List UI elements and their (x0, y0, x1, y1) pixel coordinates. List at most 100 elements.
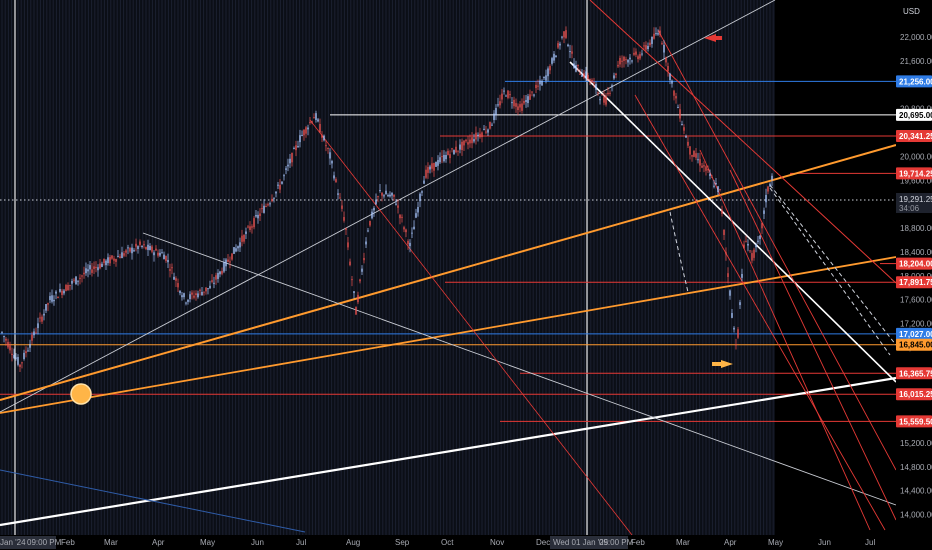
candle-body (733, 327, 735, 330)
candle-body (33, 331, 35, 336)
candle-body (285, 168, 287, 170)
candle-body (123, 253, 125, 256)
candle-body (699, 159, 701, 166)
candle-body (257, 214, 259, 219)
candle-body (215, 275, 217, 280)
candle-body (229, 261, 231, 263)
candle-body (727, 273, 729, 277)
candle-body (341, 205, 343, 209)
candle-body (119, 256, 121, 259)
candle-body (599, 99, 601, 101)
candle-body (283, 175, 285, 177)
candle-body (305, 127, 307, 134)
plot-area[interactable] (0, 0, 775, 535)
candle-body (3, 336, 5, 338)
candle-body (619, 57, 621, 65)
candle-body (181, 295, 183, 298)
candle-body (363, 257, 365, 261)
price-tick-label: 14,400.00 (900, 487, 932, 496)
candle-body (351, 279, 353, 281)
candle-body (713, 185, 715, 187)
time-axis-panel[interactable] (0, 535, 896, 550)
candle-body (219, 271, 221, 275)
candle-body (723, 229, 725, 235)
candle-body (757, 240, 759, 242)
candle-body (433, 162, 435, 171)
candle-body (721, 209, 723, 214)
candle-body (183, 293, 185, 298)
candle-body (465, 139, 467, 142)
candle-body (737, 329, 739, 338)
candle-body (157, 252, 159, 256)
candle-body (563, 31, 565, 38)
red-falling-line (657, 29, 897, 471)
candle-body (569, 51, 571, 53)
candle-body (387, 194, 389, 197)
candle-body (455, 146, 457, 153)
candle-body (445, 155, 447, 160)
time-crosshair-tag (0, 536, 56, 549)
candle-body (605, 95, 607, 105)
candle-body (375, 199, 377, 205)
candle-body (163, 254, 165, 260)
candle-body (235, 248, 237, 252)
candle-body (211, 280, 213, 282)
candle-body (511, 102, 513, 104)
candle-body (195, 293, 197, 296)
candle-body (589, 78, 591, 81)
time-tick-label: Mar (104, 538, 118, 547)
candle-body (427, 167, 429, 173)
candle-body (373, 207, 375, 211)
candle-body (755, 244, 757, 248)
candle-body (75, 276, 77, 285)
candle-body (107, 257, 109, 264)
candle-body (677, 107, 679, 109)
candle-body (565, 30, 567, 38)
candle-body (233, 247, 235, 254)
candle-body (377, 196, 379, 198)
price-axis-panel[interactable] (896, 0, 932, 550)
candle-body (429, 166, 431, 170)
candle-body (651, 36, 653, 44)
candle-body (487, 129, 489, 133)
candle-body (435, 162, 437, 167)
candle-body (437, 160, 439, 166)
time-tick-label: Wed 01 Jan '25 (553, 538, 609, 547)
candle-body (259, 213, 261, 217)
candle-body (203, 291, 205, 293)
candle-body (551, 58, 553, 64)
candle-body (59, 289, 61, 292)
candle-body (769, 183, 771, 187)
candle-body (151, 246, 153, 252)
candle-body (247, 226, 249, 228)
candle-body (389, 194, 391, 197)
candle-body (49, 296, 51, 301)
price-tag (896, 130, 932, 143)
candle-body (81, 275, 83, 277)
candle-body (399, 214, 401, 219)
candle-body (105, 260, 107, 266)
candle-body (109, 257, 111, 264)
candle-body (609, 92, 611, 94)
candle-body (51, 295, 53, 302)
candle-body (303, 129, 305, 136)
candle-body (89, 265, 91, 270)
candle-body (557, 43, 559, 48)
trendlines (0, 0, 897, 536)
price-tag-label: 17,891.75 (899, 278, 932, 287)
candle-body (9, 345, 11, 351)
candle-body (655, 33, 657, 35)
candle-body (461, 141, 463, 151)
candle-body (133, 250, 135, 252)
white-falling-line (569, 61, 897, 383)
candle-body (739, 302, 741, 306)
price-tick-label: 19,600.00 (900, 176, 932, 185)
candle-body (457, 150, 459, 152)
candle-body (611, 85, 613, 87)
candle-body (227, 259, 229, 262)
candle-body (595, 83, 597, 90)
blue-falling-line (0, 469, 306, 533)
price-tick-label: 22,000.00 (900, 33, 932, 42)
candle-body (503, 90, 505, 92)
